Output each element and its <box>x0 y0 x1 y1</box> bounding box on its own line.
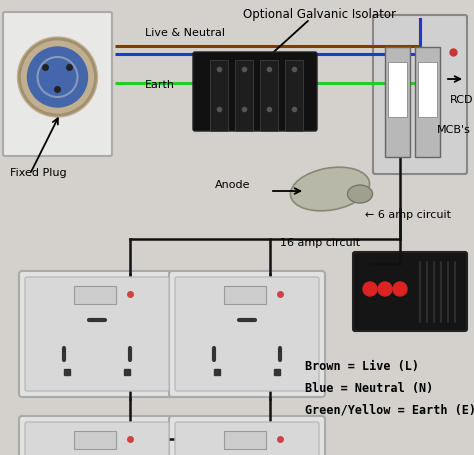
FancyBboxPatch shape <box>169 271 325 397</box>
FancyBboxPatch shape <box>25 278 169 391</box>
Text: Optional Galvanic Isolator: Optional Galvanic Isolator <box>244 8 396 21</box>
Text: Anode: Anode <box>215 180 250 190</box>
FancyBboxPatch shape <box>175 278 319 391</box>
Bar <box>225 286 266 304</box>
FancyBboxPatch shape <box>3 13 112 157</box>
FancyBboxPatch shape <box>169 416 325 455</box>
Text: Green/Yellow = Earth (E): Green/Yellow = Earth (E) <box>305 403 474 416</box>
Bar <box>388 63 407 118</box>
Bar <box>74 431 117 449</box>
Text: Earth: Earth <box>145 80 175 90</box>
Bar <box>385 48 410 157</box>
Bar <box>225 431 266 449</box>
Bar <box>210 61 228 131</box>
Circle shape <box>393 283 407 296</box>
FancyBboxPatch shape <box>193 53 317 131</box>
Circle shape <box>378 283 392 296</box>
Bar <box>418 63 437 118</box>
FancyBboxPatch shape <box>25 422 169 455</box>
Bar <box>285 61 303 131</box>
FancyBboxPatch shape <box>353 253 467 331</box>
Text: Fixed Plug: Fixed Plug <box>10 167 67 177</box>
Text: RCD: RCD <box>450 95 474 105</box>
Circle shape <box>18 38 98 118</box>
Text: Brown = Live (L): Brown = Live (L) <box>305 359 419 372</box>
Bar <box>74 286 117 304</box>
Text: Live & Neutral: Live & Neutral <box>145 28 225 38</box>
Bar <box>235 61 253 131</box>
FancyBboxPatch shape <box>19 271 175 397</box>
FancyBboxPatch shape <box>19 416 175 455</box>
Ellipse shape <box>291 168 370 212</box>
Text: 16 amp circuit: 16 amp circuit <box>280 238 360 248</box>
Bar <box>415 48 440 157</box>
Text: Blue = Neutral (N): Blue = Neutral (N) <box>305 381 433 394</box>
Text: MCB's: MCB's <box>437 125 471 135</box>
FancyBboxPatch shape <box>373 16 467 175</box>
Circle shape <box>363 283 377 296</box>
Bar <box>260 61 278 131</box>
FancyBboxPatch shape <box>175 422 319 455</box>
Ellipse shape <box>347 186 373 203</box>
Circle shape <box>27 48 88 108</box>
Text: ← 6 amp circuit: ← 6 amp circuit <box>365 210 451 219</box>
